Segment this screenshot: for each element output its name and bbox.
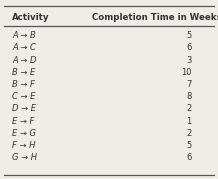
Text: D → E: D → E <box>12 104 36 113</box>
Text: 6: 6 <box>186 153 192 162</box>
Text: Activity: Activity <box>12 13 49 21</box>
Text: A → B: A → B <box>12 31 36 40</box>
Text: B → F: B → F <box>12 80 35 89</box>
Text: 6: 6 <box>186 43 192 52</box>
Text: Completion Time in Weeks: Completion Time in Weeks <box>92 13 218 21</box>
Text: E → G: E → G <box>12 129 36 138</box>
Text: 8: 8 <box>186 92 192 101</box>
Text: 7: 7 <box>186 80 192 89</box>
Text: 5: 5 <box>187 141 192 150</box>
Text: E → F: E → F <box>12 117 34 125</box>
Text: 1: 1 <box>187 117 192 125</box>
Text: F → H: F → H <box>12 141 35 150</box>
Text: C → E: C → E <box>12 92 35 101</box>
Text: A → D: A → D <box>12 56 36 65</box>
Text: 2: 2 <box>187 129 192 138</box>
Text: 10: 10 <box>181 68 192 77</box>
Text: 2: 2 <box>187 104 192 113</box>
Text: 3: 3 <box>186 56 192 65</box>
Text: B → E: B → E <box>12 68 35 77</box>
Text: A → C: A → C <box>12 43 36 52</box>
Text: G → H: G → H <box>12 153 37 162</box>
Text: 5: 5 <box>187 31 192 40</box>
